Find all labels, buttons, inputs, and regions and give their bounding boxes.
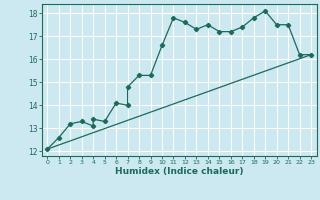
X-axis label: Humidex (Indice chaleur): Humidex (Indice chaleur) — [115, 167, 244, 176]
